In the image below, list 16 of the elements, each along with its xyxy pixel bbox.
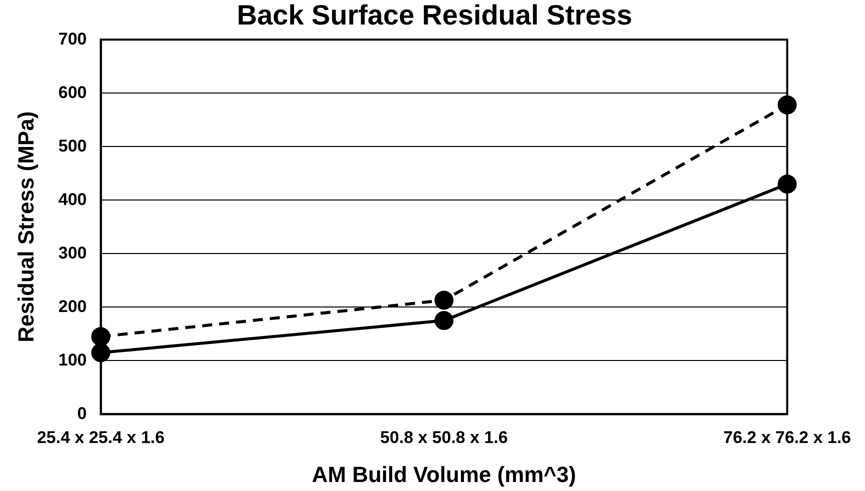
x-tick-label: 25.4 x 25.4 x 1.6 bbox=[36, 428, 165, 448]
point bbox=[434, 311, 454, 330]
y-tick-label: 0 bbox=[77, 404, 87, 423]
y-tick-label: 200 bbox=[58, 296, 87, 316]
y-axis-title: Residual Stress (MPa) bbox=[13, 111, 38, 342]
y-tick-label: 600 bbox=[58, 82, 87, 102]
chart-title: Back Surface Residual Stress bbox=[236, 0, 632, 31]
y-tick-label: 700 bbox=[58, 29, 87, 48]
y-tick-label: 300 bbox=[58, 243, 87, 262]
y-tick-label: 500 bbox=[58, 136, 87, 156]
x-axis-title: AM Build Volume (mm^3) bbox=[312, 462, 576, 487]
point bbox=[434, 290, 454, 310]
y-tick-label: 400 bbox=[58, 190, 87, 209]
y-tick-label: 100 bbox=[58, 350, 87, 370]
x-tick-label: 50.8 x 50.8 x 1.6 bbox=[380, 428, 508, 448]
x-tick-label: 76.2 x 76.2 x 1.6 bbox=[723, 428, 851, 448]
